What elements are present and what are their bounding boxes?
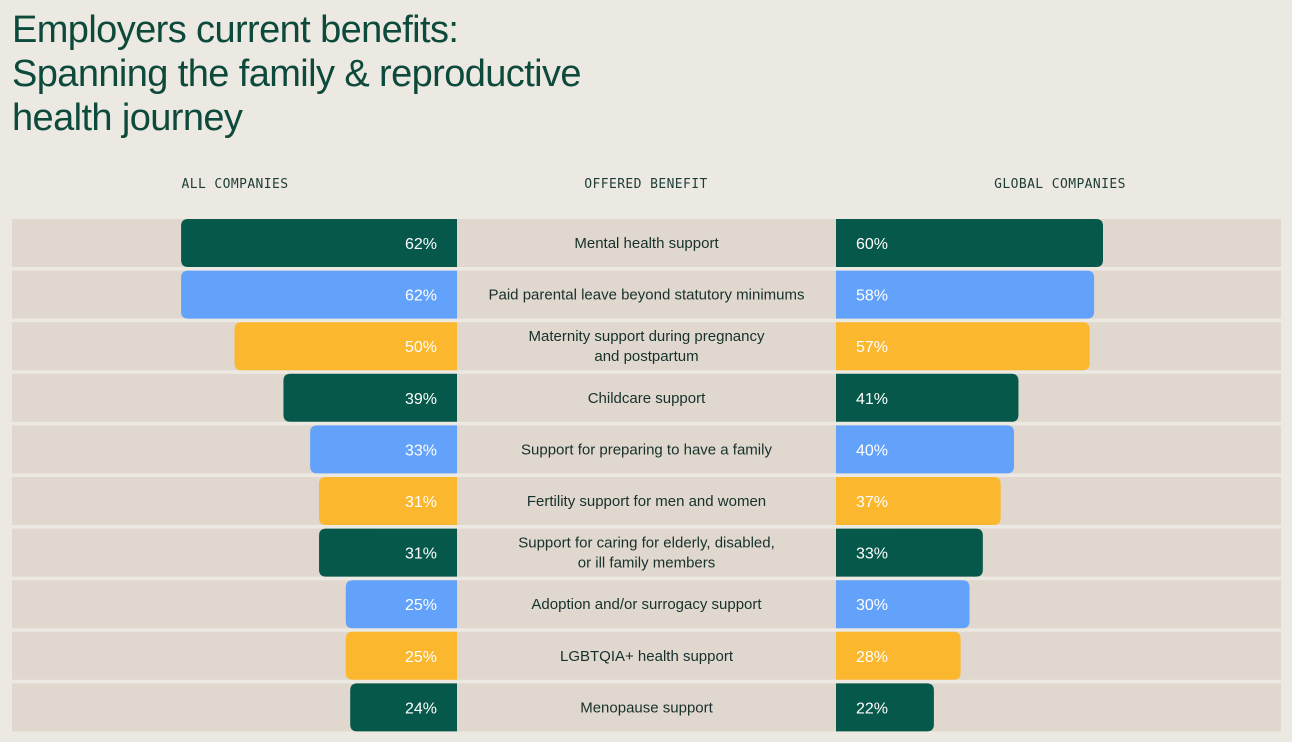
- title-line-3: health journey: [12, 97, 243, 139]
- global-companies-value-label: 41%: [856, 391, 888, 408]
- row-band: [12, 580, 1281, 629]
- global-companies-bar: [836, 631, 961, 680]
- global-companies-bar: [836, 683, 934, 732]
- all-companies-value-label: 33%: [405, 442, 437, 459]
- global-companies-value-label: 30%: [856, 597, 888, 614]
- all-companies-value-label: 25%: [405, 597, 437, 614]
- global-companies-value-label: 60%: [856, 236, 888, 253]
- all-companies-value-label: 39%: [405, 391, 437, 408]
- title-line-2: Spanning the family & reproductive: [12, 53, 582, 95]
- global-companies-value-label: 28%: [856, 649, 888, 666]
- all-companies-bar: [345, 631, 457, 680]
- global-companies-bar: [836, 219, 1103, 267]
- global-companies-value-label: 22%: [856, 700, 888, 717]
- global-companies-value-label: 37%: [856, 494, 888, 511]
- benefit-label: Maternity support during pregnancy: [529, 328, 765, 345]
- row-band: [12, 477, 1281, 525]
- benefit-label: and postpartum: [594, 348, 698, 365]
- global-companies-value-label: 57%: [856, 339, 888, 356]
- all-companies-bar: [345, 580, 457, 629]
- global-companies-value-label: 40%: [856, 442, 888, 459]
- benefit-label: or ill family members: [578, 555, 716, 572]
- all-companies-bar: [319, 528, 457, 577]
- benefit-label: Menopause support: [580, 699, 713, 716]
- benefit-label: Support for preparing to have a family: [521, 441, 772, 458]
- benefit-label: Support for caring for elderly, disabled…: [518, 535, 775, 552]
- all-companies-value-label: 50%: [405, 339, 437, 356]
- all-companies-bar: [234, 322, 457, 371]
- all-companies-value-label: 62%: [405, 236, 437, 253]
- row-band: [12, 683, 1281, 732]
- all-companies-bar: [319, 477, 457, 525]
- global-companies-bar: [836, 425, 1014, 474]
- all-companies-bar: [181, 219, 457, 267]
- benefit-label: Adoption and/or surrogacy support: [531, 596, 762, 613]
- all-companies-bar: [181, 270, 457, 319]
- all-companies-bar: [310, 425, 457, 474]
- benefit-label: Fertility support for men and women: [527, 493, 766, 510]
- all-companies-value-label: 62%: [405, 288, 437, 305]
- benefit-label: Paid parental leave beyond statutory min…: [489, 287, 805, 304]
- chart-title: Employers current benefits: Spanning the…: [12, 8, 582, 140]
- benefit-label: Childcare support: [588, 390, 706, 407]
- all-companies-bar: [283, 373, 457, 422]
- all-companies-value-label: 25%: [405, 649, 437, 666]
- all-companies-value-label: 31%: [405, 546, 437, 563]
- global-companies-bar: [836, 322, 1090, 371]
- global-companies-bar: [836, 580, 970, 629]
- global-companies-value-label: 58%: [856, 288, 888, 305]
- all-companies-bar: [350, 683, 457, 732]
- benefit-label: LGBTQIA+ health support: [560, 648, 734, 665]
- all-companies-header: ALL COMPANIES: [181, 177, 289, 192]
- global-companies-bar: [836, 373, 1019, 422]
- benefit-label: Mental health support: [574, 235, 719, 252]
- all-companies-value-label: 24%: [405, 700, 437, 717]
- global-companies-bar: [836, 477, 1001, 525]
- offered-benefit-header: OFFERED BENEFIT: [584, 177, 708, 192]
- row-band: [12, 631, 1281, 680]
- title-line-1: Employers current benefits:: [12, 9, 459, 51]
- global-companies-value-label: 33%: [856, 546, 888, 563]
- row-band: [12, 373, 1281, 422]
- all-companies-value-label: 31%: [405, 494, 437, 511]
- global-companies-header: GLOBAL COMPANIES: [994, 177, 1126, 192]
- row-band: [12, 425, 1281, 474]
- global-companies-bar: [836, 270, 1095, 319]
- global-companies-bar: [836, 528, 983, 577]
- row-band: [12, 528, 1281, 577]
